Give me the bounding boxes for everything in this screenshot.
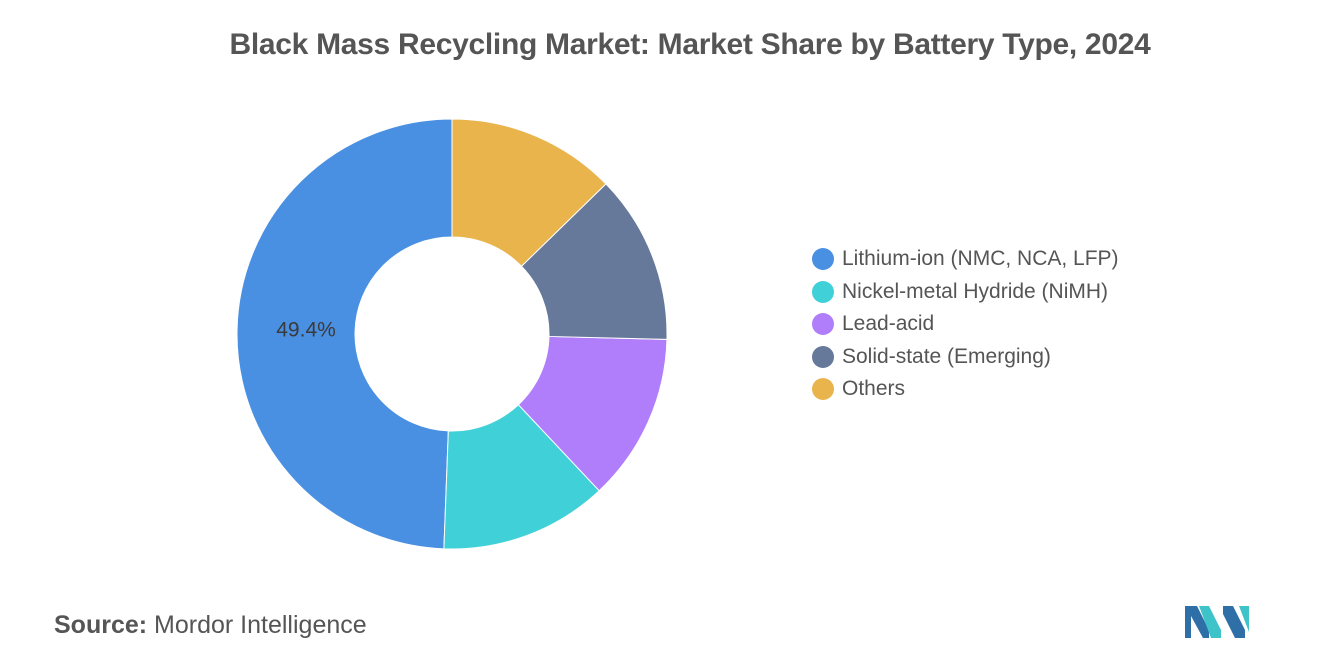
mordor-intelligence-logo	[1185, 606, 1249, 638]
legend-item: Lithium-ion (NMC, NCA, LFP)	[812, 243, 1119, 276]
slice-solid-state	[520, 183, 668, 340]
legend-label: Lead-acid	[842, 312, 935, 336]
legend-swatch-nimh	[812, 280, 834, 303]
source-note: Source: Mordor Intelligence	[54, 611, 367, 640]
source-label: Source:	[54, 611, 148, 639]
legend-label: Others	[842, 377, 906, 401]
slice-others	[451, 118, 607, 267]
chart-title: Black Mass Recycling Market: Market Shar…	[229, 28, 1151, 61]
legend-swatch-lead-acid	[812, 313, 834, 336]
data-label: 49.4%	[276, 319, 336, 342]
legend-item: Solid-state (Emerging)	[812, 341, 1119, 374]
legend-item: Nickel-metal Hydride (NiMH)	[812, 276, 1119, 309]
slice-lithium-ion	[236, 118, 453, 550]
legend-label: Solid-state (Emerging)	[842, 344, 1051, 368]
source-value: Mordor Intelligence	[154, 611, 367, 639]
legend-swatch-others	[812, 378, 834, 401]
legend-swatch-lithium-ion	[812, 248, 834, 271]
legend-label: Nickel-metal Hydride (NiMH)	[842, 279, 1109, 303]
legend-item: Lead-acid	[812, 308, 1119, 341]
legend: Lithium-ion (NMC, NCA, LFP) Nickel-metal…	[812, 243, 1119, 406]
legend-label: Lithium-ion (NMC, NCA, LFP)	[842, 247, 1119, 271]
legend-item: Others	[812, 373, 1119, 406]
legend-swatch-solid-state	[812, 345, 834, 368]
